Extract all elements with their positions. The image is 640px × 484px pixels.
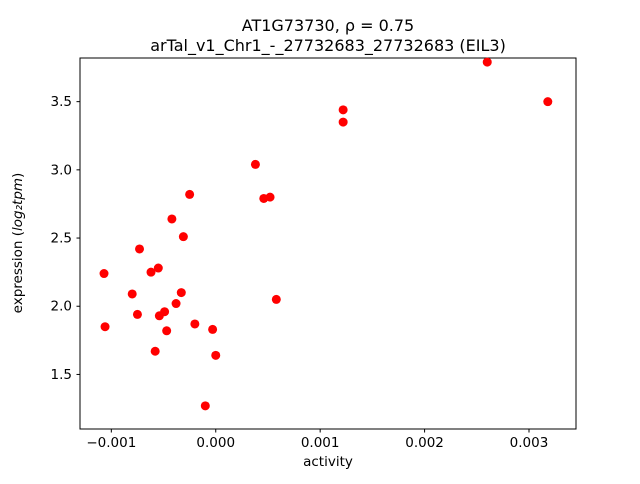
axes-frame [79,57,577,430]
y-axis-label-suffix: ) [10,173,26,178]
x-tick-label: 0.003 [510,435,549,451]
data-point [132,309,142,319]
x-axis-label: activity [303,454,353,470]
data-point [338,105,348,115]
data-point [99,269,109,279]
data-point [338,117,348,127]
data-point [146,267,156,277]
data-point [271,294,281,304]
plot-area: −0.001 0.000 0.001 0.002 0.003 1.5 2.0 2.5 3.0 3.… [51,57,577,451]
data-point [482,57,492,67]
data-point [265,192,275,202]
data-point [178,232,188,242]
data-point [185,189,195,199]
data-point [167,214,177,224]
x-tick-label: 0.000 [196,435,235,451]
x-tick-label: −0.001 [86,435,136,451]
data-point [208,324,218,334]
data-point [153,263,163,273]
y-tick-label: 3.5 [51,94,72,110]
plot-subtitle: arTal_v1_Chr1_-_27732683_27732683 (EIL3) [150,36,506,56]
data-point [543,97,553,107]
x-tick-label: 0.001 [301,435,340,451]
data-point [135,244,145,254]
data-point [162,326,172,336]
y-axis-label-prefix: expression ( [10,231,26,313]
data-point [211,350,221,360]
y-tick-label: 3.0 [51,162,72,178]
plot-title: AT1G73730, ρ = 0.75 [242,16,414,35]
y-axis-label: expression (log₂tpm) [10,173,26,314]
data-point [200,401,210,411]
data-point [171,299,181,309]
y-tick-label: 2.0 [51,299,72,315]
x-tick-label: 0.002 [405,435,444,451]
data-point [250,159,260,169]
data-point [127,289,137,299]
data-point [190,319,200,329]
data-point [100,322,110,332]
y-tick-label: 1.5 [51,367,72,383]
data-point [160,307,170,317]
y-tick-label: 2.5 [51,231,72,247]
data-point [176,288,186,298]
y-axis-label-math: log₂tpm [10,178,26,231]
data-point [150,346,160,356]
